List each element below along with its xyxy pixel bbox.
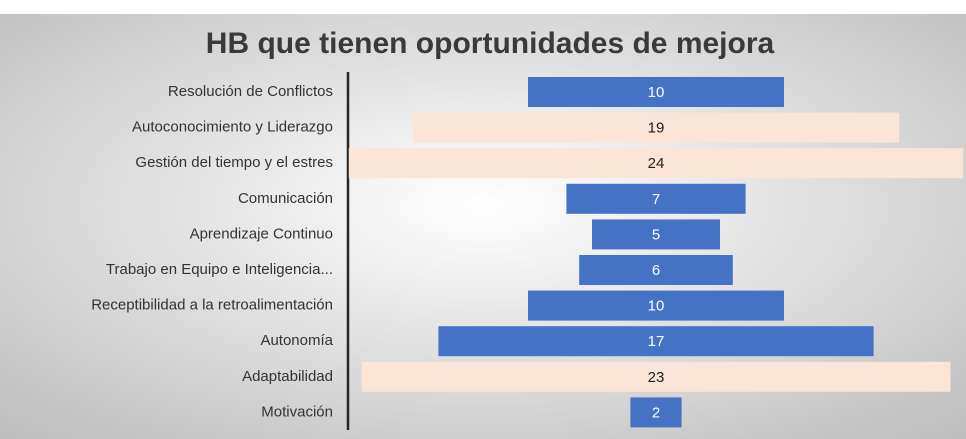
category-label: Adaptabilidad (242, 368, 333, 385)
bar (528, 77, 784, 107)
value-label: 5 (652, 226, 660, 243)
value-label: 7 (652, 191, 660, 208)
bar (579, 255, 733, 285)
category-label: Trabajo en Equipo e Inteligencia... (106, 261, 333, 278)
value-label: 2 (652, 404, 660, 421)
value-label: 6 (652, 262, 660, 279)
value-label: 19 (648, 120, 665, 137)
category-label: Receptibilidad a la retroalimentación (91, 297, 333, 314)
value-label: 10 (648, 298, 665, 315)
chart-title: HB que tienen oportunidades de mejora (206, 27, 775, 60)
bar (438, 326, 874, 357)
category-label: Autoconocimiento y Liderazgo (132, 119, 333, 136)
category-label: Comunicación (238, 190, 333, 207)
category-label: Motivación (261, 403, 333, 420)
value-label: 23 (648, 369, 665, 386)
value-label: 10 (648, 84, 665, 101)
bar (630, 397, 682, 428)
value-label: 24 (648, 155, 665, 172)
bar (412, 112, 900, 143)
category-label: Gestión del tiempo y el estres (135, 154, 333, 171)
bar (566, 183, 746, 214)
bar (592, 219, 720, 250)
category-label: Aprendizaje Continuo (190, 225, 333, 242)
value-label: 17 (648, 333, 665, 350)
category-label: Autonomía (260, 332, 333, 349)
bar (361, 361, 951, 392)
category-label: Resolución de Conflictos (168, 83, 333, 100)
bar (528, 290, 784, 321)
bar (348, 148, 964, 179)
